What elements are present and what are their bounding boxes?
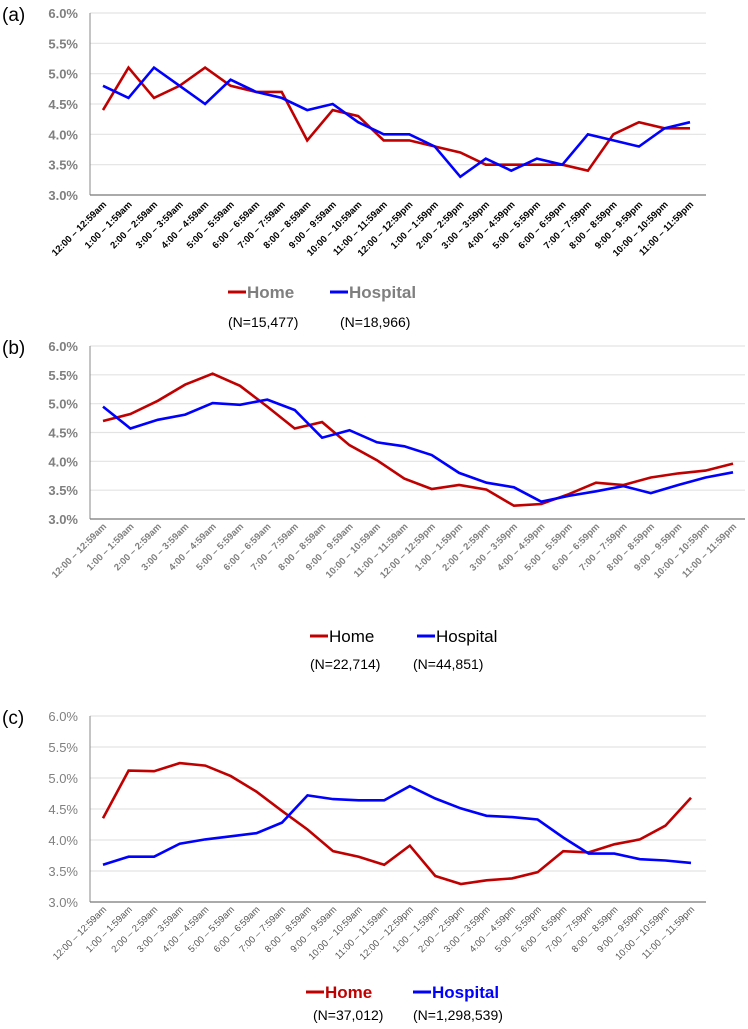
legend-n-home: (N=15,477): [228, 314, 298, 330]
y-tick-label: 4.0%: [48, 833, 78, 848]
y-tick-label: 3.5%: [48, 864, 78, 879]
legend-label-home: Home: [247, 283, 294, 302]
chart-c: (c)3.0%3.5%4.0%4.5%5.0%5.5%6.0%12:00 – 1…: [2, 708, 706, 1023]
y-tick-label: 4.5%: [48, 802, 78, 817]
y-tick-label: 4.0%: [48, 127, 78, 142]
legend-n-hospital: (N=44,851): [413, 656, 483, 672]
legend-n-hospital: (N=1,298,539): [413, 1007, 503, 1023]
series-line-hospital: [103, 68, 690, 177]
legend-n-hospital: (N=18,966): [340, 314, 410, 330]
y-tick-label: 3.0%: [48, 512, 78, 527]
y-tick-label: 6.0%: [48, 709, 78, 724]
series-line-home: [103, 763, 691, 884]
y-tick-label: 5.5%: [48, 368, 78, 383]
legend-label-home: Home: [329, 627, 374, 646]
panel-label: (b): [2, 338, 25, 359]
series-line-hospital: [103, 786, 691, 865]
y-tick-label: 3.5%: [48, 483, 78, 498]
y-tick-label: 5.0%: [48, 67, 78, 82]
chart-b: (b)3.0%3.5%4.0%4.5%5.0%5.5%6.0%12:00 – 1…: [2, 338, 745, 672]
legend-label-hospital: Hospital: [432, 983, 499, 1002]
y-tick-label: 5.5%: [48, 740, 78, 755]
y-tick-label: 6.0%: [48, 6, 78, 21]
y-tick-label: 4.0%: [48, 454, 78, 469]
series-line-home: [103, 374, 733, 506]
y-tick-label: 4.5%: [48, 426, 78, 441]
y-tick-label: 3.5%: [48, 158, 78, 173]
legend-label-hospital: Hospital: [349, 283, 416, 302]
series-line-hospital: [103, 400, 733, 502]
panel-label: (c): [2, 708, 24, 729]
y-tick-label: 3.0%: [48, 188, 78, 203]
chart-a: (a)3.0%3.5%4.0%4.5%5.0%5.5%6.0%12:00 – 1…: [2, 5, 706, 330]
legend-label-home: Home: [325, 983, 372, 1002]
y-tick-label: 6.0%: [48, 339, 78, 354]
y-tick-label: 4.5%: [48, 97, 78, 112]
legend-n-home: (N=37,012): [313, 1007, 383, 1023]
y-tick-label: 5.0%: [48, 771, 78, 786]
series-line-home: [103, 68, 690, 171]
y-tick-label: 5.0%: [48, 397, 78, 412]
y-tick-label: 3.0%: [48, 895, 78, 910]
legend-n-home: (N=22,714): [310, 656, 380, 672]
legend-label-hospital: Hospital: [436, 627, 497, 646]
panel-label: (a): [2, 5, 25, 26]
y-tick-label: 5.5%: [48, 36, 78, 51]
